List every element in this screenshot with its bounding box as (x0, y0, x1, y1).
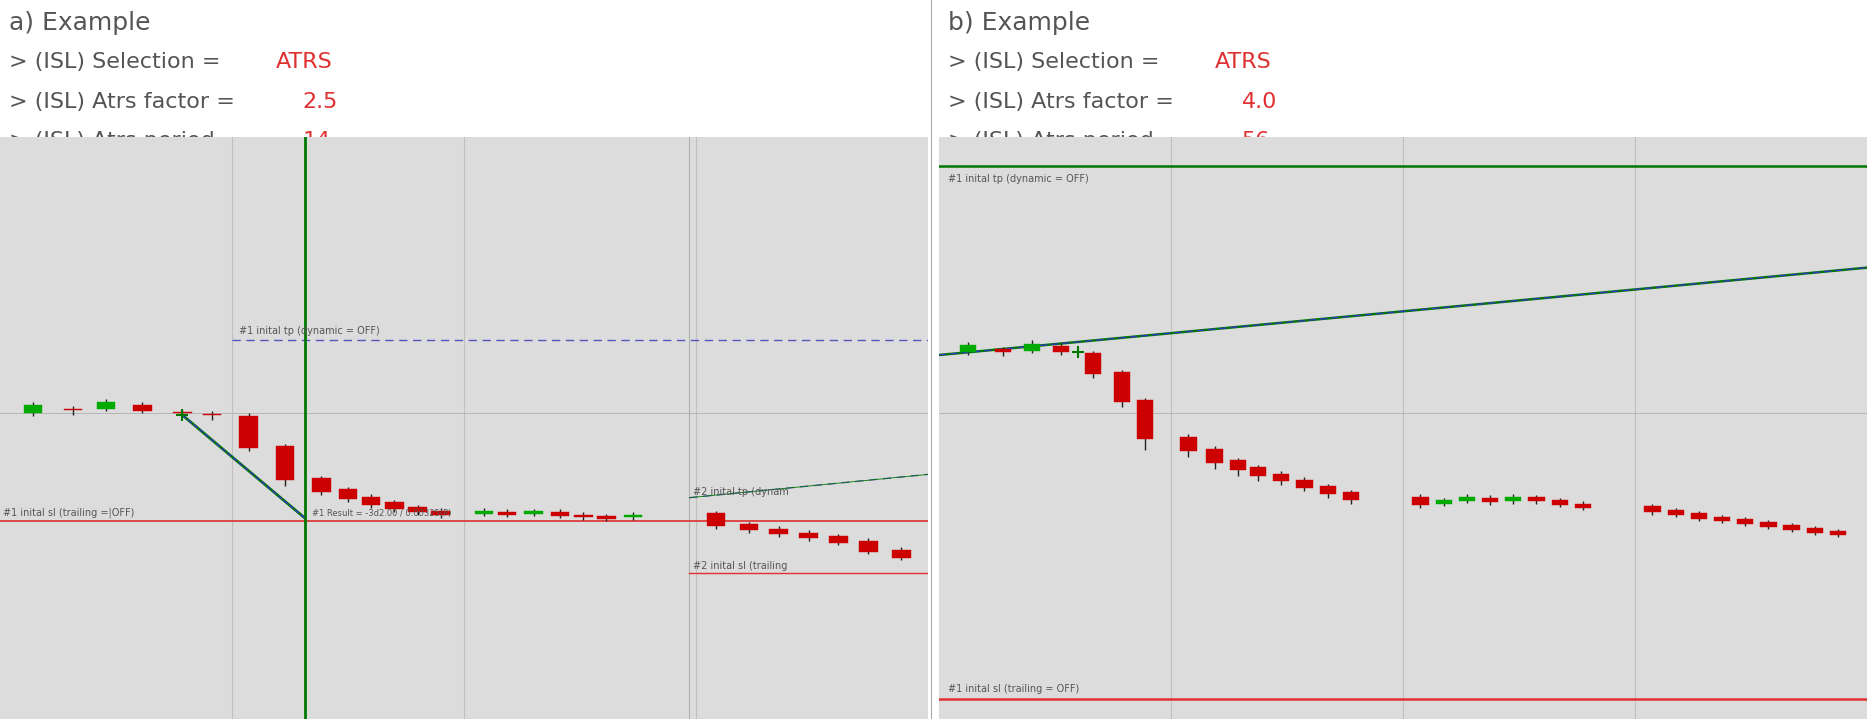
Bar (385, 503, 403, 509)
Text: 2.5: 2.5 (302, 91, 338, 111)
Bar (338, 489, 357, 499)
Text: ATRS: ATRS (1215, 52, 1271, 72)
Bar (1206, 449, 1223, 463)
Bar (1551, 500, 1568, 505)
Bar (97, 402, 116, 409)
Bar (1505, 497, 1522, 501)
Bar (63, 409, 82, 411)
Bar (1273, 474, 1290, 482)
Bar (597, 516, 616, 518)
Bar (362, 497, 381, 505)
Text: > (ISL) Atrs period =: > (ISL) Atrs period = (9, 131, 248, 151)
Text: ATRS: ATRS (276, 52, 332, 72)
Bar (769, 528, 788, 534)
Bar (829, 536, 848, 543)
Bar (1053, 347, 1070, 352)
Text: #1 inital sl (trailing =|OFF): #1 inital sl (trailing =|OFF) (4, 508, 134, 518)
Bar (573, 515, 592, 518)
Text: > (ISL) Atrs period =: > (ISL) Atrs period = (948, 131, 1187, 151)
Text: > (ISL) Atrs factor =: > (ISL) Atrs factor = (9, 91, 243, 111)
Bar (960, 345, 976, 352)
Text: > (ISL) Selection =: > (ISL) Selection = (948, 52, 1167, 72)
Bar (739, 524, 758, 531)
Bar (474, 510, 493, 514)
Bar (133, 405, 151, 411)
Text: > (ISL) Atrs factor =: > (ISL) Atrs factor = (948, 91, 1182, 111)
Bar (1113, 372, 1130, 402)
Text: 4.0: 4.0 (1242, 91, 1277, 111)
Bar (1023, 344, 1040, 351)
Bar (1320, 486, 1335, 494)
Bar (1714, 517, 1731, 521)
Bar (174, 411, 192, 413)
Bar (1342, 493, 1359, 500)
Bar (1529, 497, 1544, 501)
Bar (312, 478, 330, 492)
Bar (624, 515, 642, 518)
Bar (498, 512, 517, 515)
Bar (1783, 525, 1800, 530)
Bar (204, 414, 222, 415)
Bar (276, 446, 295, 480)
Text: 56: 56 (1242, 131, 1270, 151)
Bar (995, 349, 1012, 352)
Bar (1736, 519, 1753, 524)
Text: #1 inital tp (dynamic = OFF): #1 inital tp (dynamic = OFF) (239, 326, 379, 336)
Bar (1574, 503, 1591, 508)
Text: a) Example: a) Example (9, 11, 151, 35)
Text: #2 inital tp (dynam: #2 inital tp (dynam (693, 487, 788, 497)
Text: #1 Result = -3d2.00 / 0.00325(P): #1 Result = -3d2.00 / 0.00325(P) (312, 509, 452, 518)
Bar (1230, 460, 1245, 470)
Bar (1249, 467, 1266, 475)
Bar (1692, 513, 1706, 518)
Bar (239, 416, 258, 448)
Bar (1761, 522, 1777, 527)
Bar (1458, 497, 1475, 500)
Bar (551, 512, 569, 516)
Text: > (ISL) Selection =: > (ISL) Selection = (9, 52, 228, 72)
Bar (1296, 480, 1313, 487)
Bar (409, 507, 428, 512)
Text: #1 inital tp (dynamic = OFF): #1 inital tp (dynamic = OFF) (948, 175, 1088, 185)
Bar (1667, 510, 1684, 515)
Bar (1645, 506, 1660, 512)
Bar (525, 511, 543, 514)
Bar (859, 541, 877, 552)
Text: #1 inital sl (trailing = OFF): #1 inital sl (trailing = OFF) (948, 684, 1079, 694)
Bar (1085, 353, 1102, 374)
Bar (1482, 498, 1497, 503)
Bar (24, 405, 43, 413)
Bar (431, 510, 450, 515)
Text: #2 inital sl (trailing: #2 inital sl (trailing (693, 561, 788, 571)
Bar (1436, 500, 1453, 503)
Bar (706, 513, 724, 526)
Bar (892, 549, 911, 558)
Text: b) Example: b) Example (948, 11, 1090, 35)
Text: 14: 14 (302, 131, 330, 151)
Bar (1180, 436, 1197, 451)
Bar (799, 533, 818, 539)
Bar (1137, 400, 1154, 439)
Bar (1807, 528, 1822, 533)
Bar (1830, 531, 1846, 535)
Bar (1411, 497, 1428, 505)
